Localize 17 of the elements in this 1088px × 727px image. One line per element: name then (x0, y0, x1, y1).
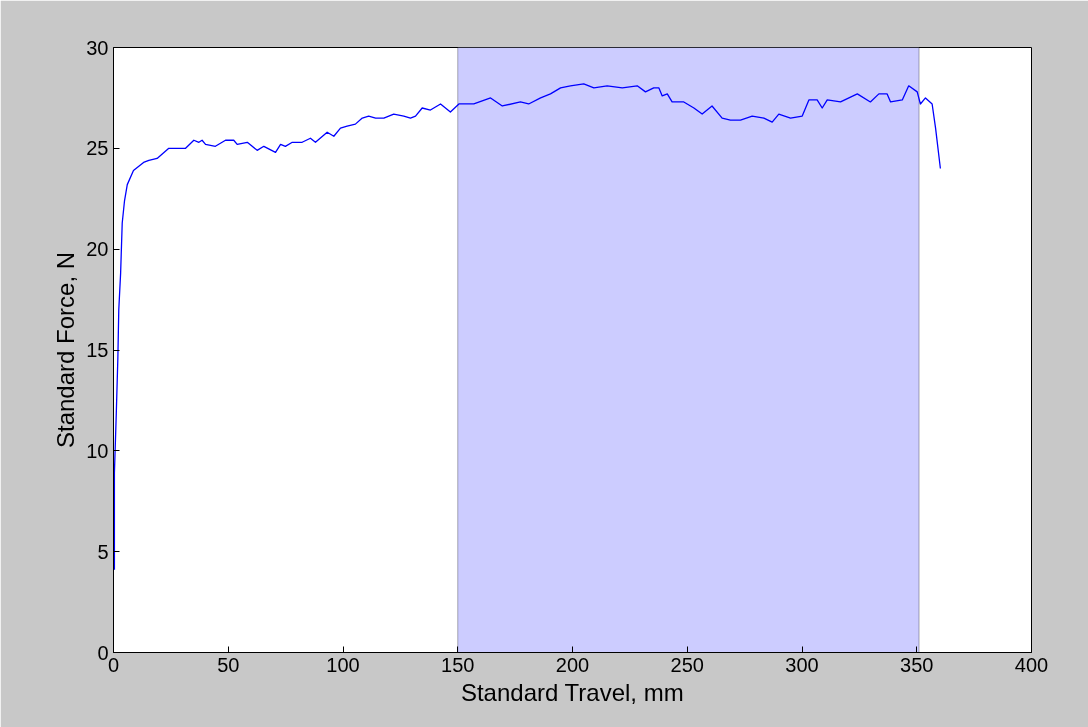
y-tick-label: 10 (86, 439, 109, 462)
y-tick-label: 25 (86, 137, 109, 160)
line-series (113, 83, 942, 571)
x-tick-label: 50 (217, 653, 240, 676)
y-tick-label: 15 (86, 339, 109, 361)
x-tick-label: 100 (326, 653, 360, 676)
y-tick-label: 5 (97, 540, 109, 563)
x-tick-label: 350 (900, 653, 934, 676)
x-tick-label: 150 (441, 653, 475, 676)
x-tick-label: 200 (555, 653, 590, 676)
x-tick-label: 300 (785, 653, 819, 676)
y-axis-title: Standard Force, N (52, 251, 80, 449)
x-tick-label: 400 (1014, 653, 1049, 676)
y-tick-label: 20 (86, 238, 109, 261)
x-axis-title: Standard Travel, mm (460, 678, 684, 706)
x-tick-label: 250 (670, 653, 704, 676)
y-tick-label: 30 (86, 36, 109, 59)
